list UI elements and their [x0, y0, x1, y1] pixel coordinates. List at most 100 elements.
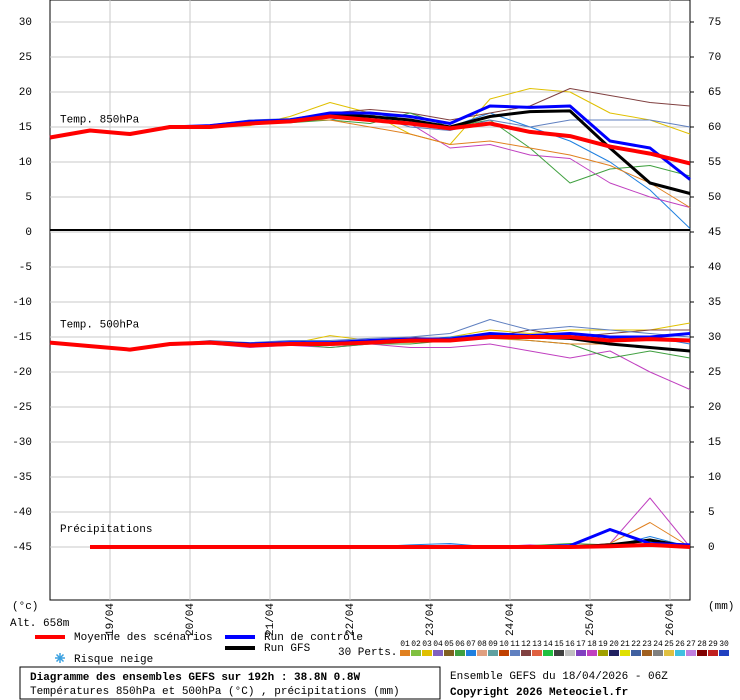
y-tick-label: -20 [12, 367, 32, 379]
panel-label: Précipitations [60, 524, 152, 536]
y2-tick-label: 30 [708, 332, 721, 344]
legend-label: Run de contrôle [264, 632, 363, 644]
lines [49, 88, 691, 549]
member-swatch [532, 650, 542, 656]
y2-tick-label: 20 [708, 402, 721, 414]
member-swatch [488, 650, 498, 656]
member-label: 03 [422, 640, 432, 649]
member-label: 10 [499, 640, 509, 649]
y-tick-label: -5 [19, 262, 32, 274]
y2-unit: (mm) [708, 601, 734, 613]
member-label: 19 [598, 640, 608, 649]
member-swatch [686, 650, 696, 656]
x-tick-label: 21/04 [265, 603, 277, 636]
member-label: 17 [576, 640, 586, 649]
member-label: 23 [642, 640, 652, 649]
member-label: 06 [455, 640, 465, 649]
footer-box [19, 666, 441, 700]
series-line [90, 542, 691, 549]
x-tick-label: 24/04 [505, 603, 517, 636]
y-tick-label: 15 [19, 122, 32, 134]
footer-subtitle: Températures 850hPa et 500hPa (°C) , pré… [30, 686, 400, 698]
y-tick-label: 30 [19, 17, 32, 29]
member-label: 07 [466, 640, 476, 649]
y2-tick-label: 60 [708, 122, 721, 134]
member-label: 15 [554, 640, 564, 649]
footer-title: Diagramme des ensembles GEFS sur 192h : … [30, 672, 360, 684]
y2-tick-label: 75 [708, 17, 721, 29]
y2-tick-label: 45 [708, 227, 721, 239]
plot-frame [49, 0, 691, 601]
member-swatch [664, 650, 674, 656]
member-label: 11 [510, 640, 520, 649]
series-line [49, 114, 691, 166]
y-tick-label: 0 [25, 227, 32, 239]
snow-icon [55, 653, 65, 663]
x-tick-label: 26/04 [665, 603, 677, 636]
member-swatch [719, 650, 729, 656]
y2-tick-label: 35 [708, 297, 721, 309]
member-label: 21 [620, 640, 630, 649]
member-swatch [598, 650, 608, 656]
member-label: 02 [411, 640, 421, 649]
member-label: 25 [664, 640, 674, 649]
y2-tick-label: 55 [708, 157, 721, 169]
member-swatch [620, 650, 630, 656]
member-swatch [422, 650, 432, 656]
member-label: 12 [521, 640, 531, 649]
y-tick-label: -15 [12, 332, 32, 344]
member-swatch [631, 650, 641, 656]
y-tick-label: 5 [25, 192, 32, 204]
copyright: Copyright 2026 Meteociel.fr [450, 687, 628, 699]
y-tick-label: -10 [12, 297, 32, 309]
y2-tick-label: 15 [708, 437, 721, 449]
member-label: 22 [631, 640, 641, 649]
member-swatch [455, 650, 465, 656]
member-label: 14 [543, 640, 553, 649]
run-label: Ensemble GEFS du 18/04/2026 - 06Z [450, 671, 668, 683]
member-label: 24 [653, 640, 663, 649]
y2-tick-label: 25 [708, 367, 721, 379]
legend-label: Run GFS [264, 643, 311, 655]
member-label: 16 [565, 640, 575, 649]
member-swatch [642, 650, 652, 656]
member-swatch [433, 650, 443, 656]
grid [50, 0, 690, 600]
y-tick-label: -40 [12, 507, 32, 519]
x-tick-label: 23/04 [425, 603, 437, 636]
member-swatch [477, 650, 487, 656]
member-label: 18 [587, 640, 597, 649]
members-label: 30 Perts. [338, 647, 397, 659]
member-swatch [499, 650, 509, 656]
y-tick-label: 25 [19, 52, 32, 64]
member-label: 27 [686, 640, 696, 649]
y2-tick-label: 70 [708, 52, 721, 64]
y2-tick-label: 65 [708, 87, 721, 99]
member-label: 13 [532, 640, 542, 649]
altitude: Alt. 658m [10, 618, 70, 630]
x-tick-label: 25/04 [585, 603, 597, 636]
member-label: 04 [433, 640, 443, 649]
member-label: 30 [719, 640, 729, 649]
member-label: 20 [609, 640, 619, 649]
y-tick-label: -25 [12, 402, 32, 414]
y-tick-label: -30 [12, 437, 32, 449]
y-tick-label: -45 [12, 542, 32, 554]
member-label: 26 [675, 640, 685, 649]
member-label: 05 [444, 640, 454, 649]
member-label: 09 [488, 640, 498, 649]
member-swatch [697, 650, 707, 656]
member-swatch [444, 650, 454, 656]
member-swatch [587, 650, 597, 656]
panel-label: Temp. 500hPa [60, 320, 140, 332]
x-tick-label: 22/04 [345, 603, 357, 636]
member-swatch [675, 650, 685, 656]
member-swatch [400, 650, 410, 656]
series-line [49, 335, 691, 352]
legend-label: Moyenne des scénarios [74, 632, 213, 644]
y2-tick-label: 5 [708, 507, 715, 519]
member-swatch [576, 650, 586, 656]
member-swatch [510, 650, 520, 656]
member-label: 08 [477, 640, 487, 649]
